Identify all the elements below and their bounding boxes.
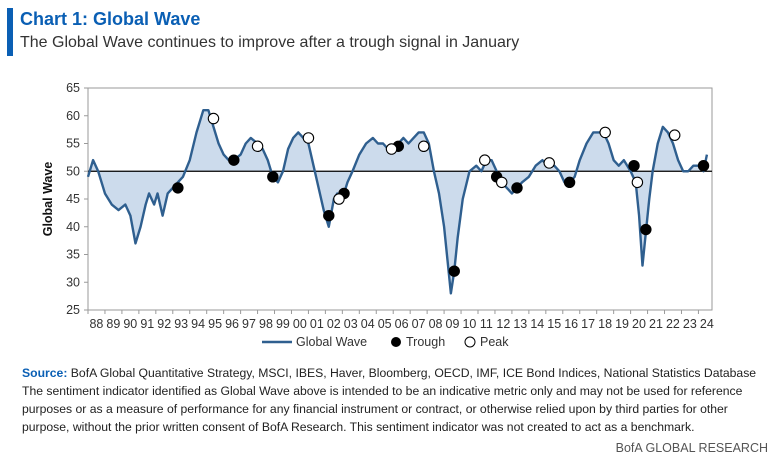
- legend-label-peak: Peak: [480, 335, 509, 349]
- x-tick-label: 93: [174, 317, 188, 331]
- plot-frame: [87, 87, 713, 311]
- x-tick-label: 14: [530, 317, 544, 331]
- x-tick-label: 96: [225, 317, 239, 331]
- x-tick-label: 17: [581, 317, 595, 331]
- trough-marker: [323, 209, 335, 222]
- y-tick-label: 60: [66, 109, 80, 123]
- x-tick-label: 09: [446, 317, 460, 331]
- x-tick-label: 18: [598, 317, 612, 331]
- source-text: BofA Global Quantitative Strategy, MSCI,…: [70, 366, 757, 380]
- y-tick-label: 45: [66, 192, 80, 206]
- chart-subtitle: The Global Wave continues to improve aft…: [20, 34, 520, 51]
- peak-marker: [631, 176, 644, 189]
- x-tick-label: 91: [140, 317, 154, 331]
- peak-marker: [495, 176, 508, 189]
- x-tick-label: 04: [361, 317, 375, 331]
- x-tick-label: 03: [344, 317, 358, 331]
- trough-marker: [511, 182, 523, 194]
- y-tick-label: 30: [66, 275, 80, 289]
- peak-marker: [302, 132, 315, 144]
- x-tick-label: 88: [89, 317, 103, 331]
- brand-footer: BofA GLOBAL RESEARCH: [615, 441, 768, 455]
- x-tick-label: 97: [242, 317, 256, 331]
- x-tick-label: 24: [700, 317, 714, 331]
- legend-trough-swatch: [391, 337, 401, 347]
- y-tick-label: 65: [66, 81, 80, 95]
- peak-marker: [385, 143, 398, 155]
- trough-marker: [697, 160, 710, 172]
- trough-marker: [267, 171, 279, 183]
- y-tick-label: 25: [66, 303, 80, 317]
- trough-marker: [448, 265, 460, 277]
- y-tick-label: 55: [66, 137, 80, 151]
- x-tick-label: 08: [429, 317, 443, 331]
- x-tick-label: 90: [123, 317, 137, 331]
- y-tick-label: 40: [66, 220, 80, 234]
- peak-marker: [599, 126, 611, 139]
- global-wave-line: [86, 109, 709, 295]
- y-axis-label: Global Wave: [41, 162, 55, 237]
- x-tick-label: 20: [632, 317, 646, 331]
- legend-label-trough: Trough: [406, 335, 445, 349]
- x-tick-label: 12: [496, 317, 510, 331]
- x-tick-label: 06: [395, 317, 409, 331]
- x-tick-label: 10: [462, 317, 476, 331]
- series-area-fill: [88, 110, 707, 294]
- peak-marker: [668, 129, 681, 141]
- trough-marker: [640, 223, 652, 236]
- legend-peak-swatch: [464, 336, 476, 348]
- legend-label-global-wave: Global Wave: [296, 335, 367, 349]
- x-tick-label: 01: [310, 317, 324, 331]
- chart-title: Chart 1: Global Wave: [20, 9, 201, 29]
- disclaimer-text: The sentiment indicator identified as Gl…: [22, 384, 743, 434]
- peak-marker: [417, 140, 430, 153]
- trough-marker: [563, 176, 576, 189]
- trough-marker: [228, 154, 240, 166]
- trough-marker: [172, 182, 184, 194]
- x-tick-label: 21: [649, 317, 663, 331]
- x-tick-label: 95: [208, 317, 222, 331]
- peak-marker: [207, 112, 220, 125]
- peak-marker: [333, 193, 345, 205]
- global-wave-chart: 25 30 35 40 45 50 55 60 65 88 89 90 91 92 93 94 95 96 97 98…: [41, 81, 714, 349]
- notes-block: Source: BofA Global Quantitative Strateg…: [22, 364, 767, 436]
- x-tick-label: 94: [191, 317, 205, 331]
- peak-marker: [479, 154, 491, 166]
- x-tick-label: 99: [276, 317, 290, 331]
- source-label: Source:: [22, 366, 68, 380]
- x-tick-label: 00: [293, 317, 307, 331]
- x-tick-label: 23: [683, 317, 697, 331]
- x-tick-label: 92: [157, 317, 171, 331]
- plot-area: 25 30 35 40 45 50 55 60 65 88 89 90 91 92 93 94 95 96 97 98…: [41, 81, 714, 349]
- x-tick-label: 16: [564, 317, 578, 331]
- x-tick-label: 13: [513, 317, 527, 331]
- trough-marker: [628, 160, 640, 172]
- x-tick-label: 11: [480, 317, 493, 331]
- y-tick-label: 50: [66, 164, 80, 178]
- x-tick-label: 15: [547, 317, 561, 331]
- x-tick-label: 02: [327, 317, 341, 331]
- x-tick-label: 19: [615, 317, 629, 331]
- x-tick-label: 07: [412, 317, 426, 331]
- peak-marker: [251, 140, 264, 153]
- x-tick-label: 05: [378, 317, 392, 331]
- x-tick-label: 22: [666, 317, 680, 331]
- peak-marker: [543, 157, 555, 169]
- y-tick-label: 35: [66, 248, 80, 262]
- x-tick-label: 98: [259, 317, 273, 331]
- title-accent-bar: [7, 8, 13, 56]
- x-tick-label: 89: [106, 317, 120, 331]
